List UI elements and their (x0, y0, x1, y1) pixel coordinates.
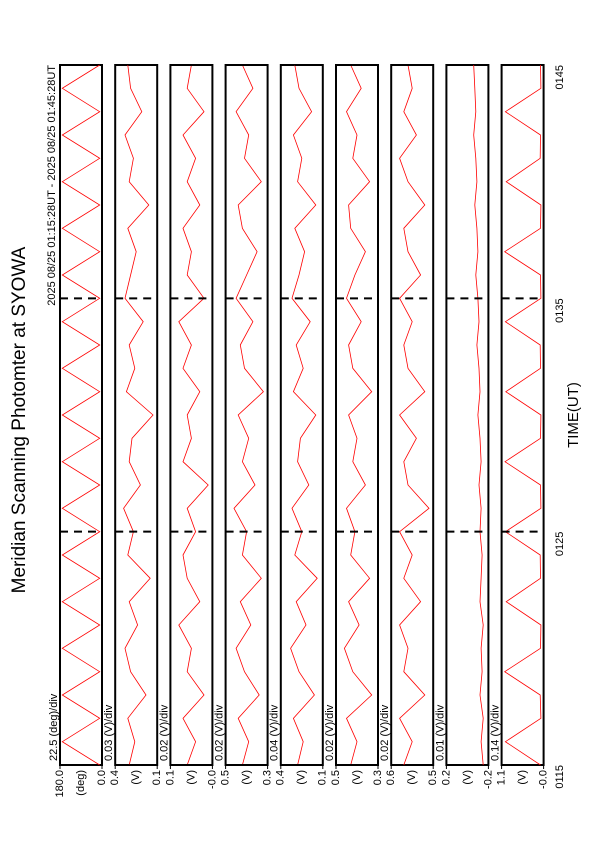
x-tick-label: 0115 (554, 765, 566, 789)
y-tick-label: 0.4 (275, 770, 287, 785)
y-tick-label: 0.5 (220, 770, 232, 785)
y-axis-label: (V) (517, 770, 529, 785)
y-tick-label: 0.5 (330, 770, 342, 785)
y-tick-label: 0.2 (440, 770, 452, 785)
y-axis-label: (V) (185, 770, 197, 785)
y-axis-label: (V) (241, 770, 253, 785)
trace (233, 64, 264, 766)
y-axis-label: (V) (296, 770, 308, 785)
trace (343, 64, 373, 766)
y-axis-label: (V) (130, 770, 142, 785)
y-tick-label: 0.3 (262, 770, 274, 785)
scale-label: 0.02 (V)/div (158, 704, 170, 761)
y-axis-label: (deg) (75, 770, 87, 796)
panel-frame (279, 64, 324, 766)
y-tick-label: -0.0 (206, 770, 218, 789)
x-tick-label: 0145 (554, 65, 566, 89)
y-tick-label: 0.1 (164, 770, 176, 785)
trace (61, 64, 101, 766)
x-axis-label: TIME(UT) (565, 382, 582, 448)
scale-label: 0.03 (V)/div (103, 704, 115, 761)
panel-frame (224, 64, 269, 766)
scale-label: 0.04 (V)/div (269, 704, 281, 761)
chart-title: Meridian Scanning Photomter at SYOWA (9, 246, 30, 593)
y-tick-label: 1.1 (496, 770, 508, 785)
y-tick-label: 0.4 (109, 770, 121, 785)
rotated-plot: Meridian Scanning Photomter at SYOWA 202… (9, 64, 582, 798)
y-tick-label: 0.1 (317, 770, 329, 785)
y-tick-label: -0.0 (538, 770, 550, 789)
scale-label: 0.02 (V)/div (379, 704, 391, 761)
trace (178, 64, 209, 766)
scale-label: 0.01 (V)/div (434, 704, 446, 761)
scale-label: 0.02 (V)/div (324, 704, 336, 761)
trace (399, 64, 430, 766)
trace (473, 64, 484, 766)
y-tick-label: 0.3 (372, 770, 384, 785)
y-axis-label: (V) (406, 770, 418, 785)
panel-frame (445, 64, 490, 766)
y-tick-label: 180.0 (54, 770, 66, 798)
y-tick-label: 0.1 (151, 770, 163, 785)
x-tick-label: 0125 (554, 532, 566, 556)
y-tick-label: 0.5 (427, 770, 439, 785)
panel-frame (114, 64, 159, 766)
y-tick-label: 0.6 (385, 770, 397, 785)
scale-label: 0.02 (V)/div (214, 704, 226, 761)
y-tick-label: -0.2 (482, 770, 494, 789)
y-tick-label: 0.0 (96, 770, 108, 785)
chart-subtitle: 2025 08/25 01:15:28UT - 2025 08/25 01:45… (46, 65, 58, 306)
y-axis-label: (V) (461, 770, 473, 785)
trace (123, 64, 154, 766)
scale-label: 22.5 (deg)/div (48, 693, 60, 761)
y-axis-label: (V) (351, 770, 363, 785)
trace (503, 64, 542, 766)
trace (290, 64, 318, 766)
panel-frame (335, 64, 379, 766)
panel-frame (390, 64, 435, 766)
x-tick-label: 0135 (554, 298, 566, 322)
scale-label: 0.14 (V)/div (490, 704, 502, 761)
